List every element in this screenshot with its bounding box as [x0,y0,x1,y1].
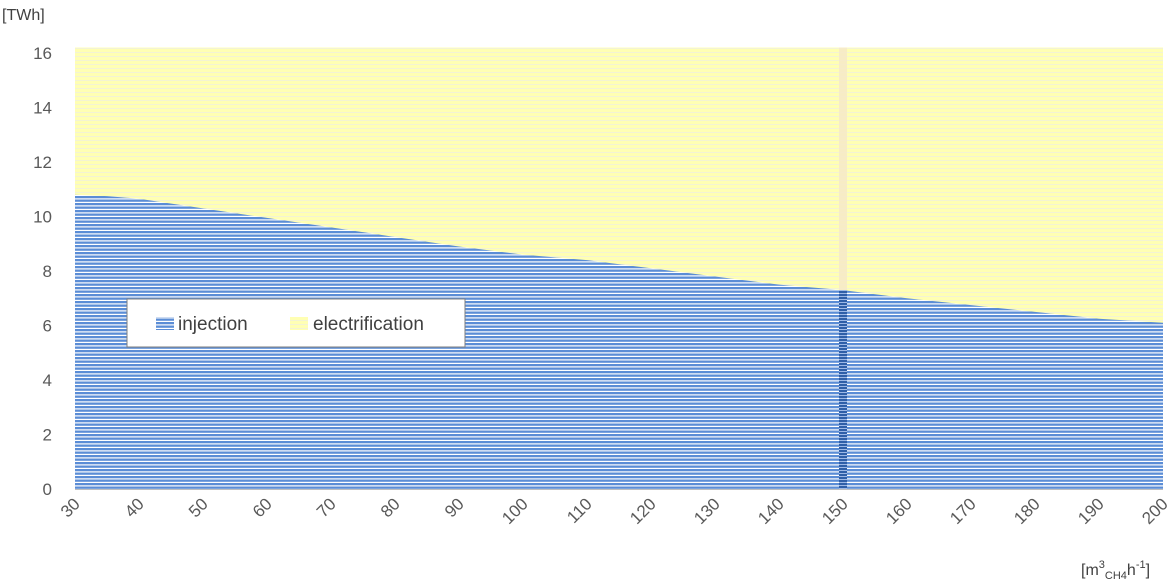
x-tick-label: 90 [441,494,468,521]
legend: injection electrification [126,298,466,348]
plot-area [75,47,1163,490]
legend-label-injection: injection [178,314,248,335]
x-tick-label: 150 [818,494,851,527]
legend-label-electrification: electrification [313,314,424,335]
legend-swatch-injection [156,317,174,330]
x-tick-label: 50 [185,494,212,521]
x-tick-label: 140 [754,494,787,527]
x-axis-title-sup1: 3 [1099,559,1105,571]
y-axis-title: [TWh] [2,7,45,24]
y-tick-label: 0 [43,480,52,499]
x-tick-label: 130 [690,494,723,527]
y-axis: 0 2 4 6 8 10 12 14 16 [33,44,52,499]
x-tick-label: 100 [498,494,531,527]
x-axis-title-sup2: -1 [1136,559,1146,571]
legend-swatch-electrification [290,317,308,330]
x-axis-title-mid: h [1127,562,1136,579]
y-tick-label: 10 [33,208,52,227]
y-tick-label: 16 [33,44,52,63]
x-axis-title: [m3CH4h-1] [1081,559,1150,582]
x-tick-label: 200 [1138,494,1171,527]
x-tick-label: 110 [563,494,596,527]
x-tick-label: 30 [57,494,84,521]
y-tick-label: 2 [43,426,52,445]
y-tick-label: 12 [33,153,52,172]
x-axis-title-end: ] [1146,562,1150,579]
x-tick-label: 160 [882,494,915,527]
x-tick-label: 170 [946,494,979,527]
x-tick-label: 60 [249,494,276,521]
area-injection [75,194,1163,489]
x-axis: 30 40 50 60 70 80 90 100 110 120 130 140 150 160 170 18… [57,489,1172,528]
x-axis-title-base: [m [1081,562,1099,579]
x-tick-label: 120 [626,494,659,527]
x-tick-label: 180 [1010,494,1043,527]
x-tick-label: 80 [377,494,404,521]
x-tick-label: 40 [121,494,148,521]
highlight-column-injection [839,290,847,489]
x-axis-title-sub: CH4 [1105,570,1127,582]
y-tick-label: 14 [33,99,52,118]
y-tick-label: 4 [43,371,52,390]
y-tick-label: 6 [43,317,52,336]
y-tick-label: 8 [43,262,52,281]
x-tick-label: 70 [313,494,340,521]
highlight-column-electrification [839,47,847,291]
x-tick-label: 190 [1074,494,1107,527]
